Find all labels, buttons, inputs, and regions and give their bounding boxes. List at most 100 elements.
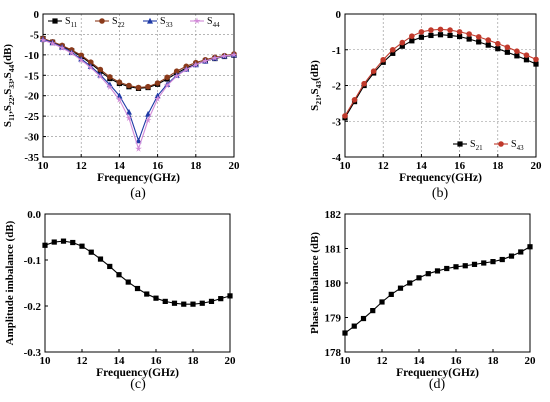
- data-point: [389, 46, 396, 53]
- x-tick-label: 12: [76, 160, 88, 172]
- data-point: [428, 27, 434, 33]
- plot-frame: [42, 13, 235, 158]
- data-point: [192, 61, 200, 68]
- data-point: [485, 42, 491, 48]
- y-tick-label: 179: [325, 313, 342, 325]
- data-point: [471, 261, 478, 267]
- y-tick-label: -25: [24, 111, 39, 123]
- data-point: [490, 259, 496, 265]
- data-point: [78, 52, 84, 59]
- legend-label: S22: [112, 16, 125, 29]
- y-tick-label: -30: [24, 132, 39, 144]
- y-tick-label: -0.2: [24, 301, 42, 313]
- plot-frame: [344, 213, 531, 353]
- y-tick-label: 0: [336, 9, 342, 21]
- data-point: [409, 33, 415, 39]
- series-line: [42, 39, 235, 151]
- data-point: [518, 249, 524, 255]
- x-tick-label: 18: [190, 160, 202, 172]
- data-point: [379, 299, 385, 305]
- data-point: [135, 137, 142, 144]
- data-point: [107, 263, 113, 270]
- y-tick-label: -20: [24, 91, 39, 103]
- x-tick-label: 10: [340, 355, 352, 367]
- data-point: [476, 39, 482, 45]
- data-point: [154, 80, 161, 86]
- y-tick-label: 181: [325, 244, 342, 256]
- chart-panel-c: 10 12 14 16 18 20 0.0 -0.1 -0.2 -0.3 Frequency(GHz…: [4, 209, 236, 392]
- data-point: [351, 97, 358, 103]
- data-point: [380, 56, 387, 63]
- data-point: [58, 44, 66, 51]
- x-tick-label: 20: [225, 355, 237, 367]
- panel-label: (d): [429, 377, 446, 392]
- data-point: [361, 80, 367, 87]
- x-tick-label: 10: [340, 160, 352, 172]
- data-point: [116, 79, 123, 86]
- data-point: [370, 68, 377, 74]
- panel-label: (b): [432, 186, 449, 201]
- data-point: [115, 96, 123, 103]
- x-tick-label: 18: [488, 355, 500, 367]
- series-s43: [342, 26, 539, 119]
- x-tick-label: 18: [492, 160, 504, 172]
- legend-label: S11: [65, 16, 78, 29]
- data-point: [407, 280, 413, 286]
- y-tick-label: -2: [332, 81, 342, 93]
- data-point: [208, 298, 215, 304]
- y-tick-label: -5: [30, 29, 40, 41]
- data-point: [504, 49, 510, 55]
- data-point: [221, 52, 228, 59]
- x-tick-label: 10: [38, 160, 50, 172]
- data-point: [154, 95, 162, 102]
- data-point: [144, 291, 150, 297]
- data-point: [447, 27, 453, 33]
- data-point: [399, 39, 406, 46]
- y-tick-label: 178: [325, 347, 342, 359]
- data-point: [437, 32, 444, 38]
- y-tick-label: -0.1: [24, 255, 41, 267]
- data-point: [164, 74, 170, 81]
- data-point: [145, 110, 152, 117]
- y-tick-label: -35: [24, 152, 39, 164]
- data-point: [499, 256, 505, 263]
- data-point: [416, 275, 422, 281]
- x-tick-label: 16: [152, 160, 164, 172]
- data-point: [181, 301, 187, 307]
- data-point: [466, 31, 472, 37]
- data-point: [87, 63, 95, 71]
- data-point: [418, 29, 425, 35]
- data-point: [70, 239, 76, 246]
- y-tick-label: 0.0: [27, 209, 41, 221]
- x-tick-label: 16: [451, 355, 463, 367]
- data-point: [230, 51, 238, 58]
- y-tick-label: -1: [332, 45, 341, 57]
- x-axis-label: Frequency(GHz): [97, 172, 180, 184]
- series-data: [42, 238, 233, 307]
- chart-panels: 10 12 14 16 18 200-5-10-15-20-25-30-35Frequen…: [2, 9, 542, 392]
- x-axis-label: Frequency(GHz): [396, 367, 479, 379]
- data-point: [145, 83, 151, 90]
- data-point: [399, 43, 405, 49]
- data-point: [351, 323, 357, 329]
- x-tick-label: 12: [378, 160, 390, 172]
- x-tick-label: 14: [114, 160, 126, 172]
- legend-label: S43: [511, 139, 524, 152]
- legend: S21 S43: [453, 139, 524, 152]
- data-point: [453, 264, 459, 270]
- x-tick-label: 18: [188, 355, 200, 367]
- legend-label: S21: [470, 139, 483, 152]
- x-tick-label: 14: [416, 160, 428, 172]
- data-point: [125, 108, 132, 115]
- x-tick-label: 20: [229, 160, 241, 172]
- data-point: [475, 34, 482, 40]
- data-point: [153, 295, 159, 301]
- series-s44: [39, 36, 238, 152]
- y-tick-label: -0.3: [24, 347, 42, 359]
- x-tick-label: 10: [40, 355, 52, 367]
- data-point: [60, 238, 67, 244]
- data-point: [425, 271, 431, 277]
- data-point: [201, 57, 209, 64]
- data-point: [523, 57, 530, 63]
- data-point: [125, 114, 133, 122]
